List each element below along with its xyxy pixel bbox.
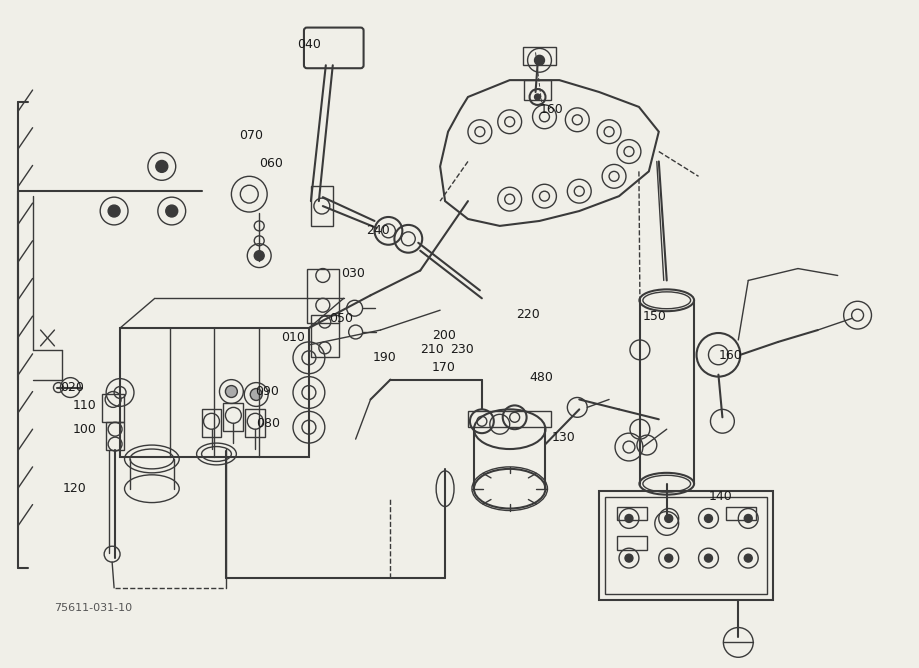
Text: 140: 140	[709, 490, 732, 503]
Circle shape	[250, 389, 262, 400]
Circle shape	[225, 385, 237, 397]
Text: 190: 190	[372, 351, 396, 364]
Text: 030: 030	[341, 267, 365, 280]
Bar	[617, 506, 647, 520]
Bar	[102, 395, 124, 422]
Text: 070: 070	[239, 129, 264, 142]
Text: 160: 160	[539, 104, 563, 116]
Bar	[107, 422, 124, 450]
Text: 230: 230	[450, 343, 474, 356]
Text: 200: 200	[432, 329, 456, 343]
Text: 240: 240	[367, 224, 391, 237]
Bar	[307, 269, 339, 323]
Text: 220: 220	[516, 308, 539, 321]
Circle shape	[165, 205, 177, 217]
Circle shape	[705, 514, 712, 522]
Text: 210: 210	[420, 343, 444, 356]
Text: 480: 480	[529, 371, 553, 384]
Text: 080: 080	[256, 417, 280, 430]
Circle shape	[664, 514, 673, 522]
Bar	[524, 80, 551, 100]
Bar	[120, 328, 309, 457]
Text: 040: 040	[297, 38, 321, 51]
Text: 100: 100	[73, 423, 96, 436]
Text: 75611-031-10: 75611-031-10	[54, 603, 132, 613]
Text: 050: 050	[329, 312, 353, 325]
Bar	[617, 536, 647, 550]
Bar	[311, 315, 339, 357]
Circle shape	[108, 205, 120, 217]
Circle shape	[625, 554, 633, 562]
Text: 060: 060	[259, 157, 283, 170]
Bar	[599, 491, 773, 600]
Circle shape	[705, 554, 712, 562]
Text: 160: 160	[719, 349, 743, 362]
Bar	[223, 403, 244, 431]
Bar	[245, 409, 266, 437]
Text: 020: 020	[61, 381, 85, 394]
Bar	[605, 496, 767, 594]
Circle shape	[535, 94, 540, 100]
Text: 150: 150	[643, 310, 667, 323]
Circle shape	[156, 160, 168, 172]
Bar	[523, 47, 556, 65]
Text: 170: 170	[432, 361, 456, 374]
Circle shape	[744, 554, 753, 562]
Text: 120: 120	[62, 482, 86, 495]
Circle shape	[255, 250, 264, 261]
Text: 110: 110	[73, 399, 96, 412]
Circle shape	[664, 554, 673, 562]
Circle shape	[625, 514, 633, 522]
Bar	[311, 186, 333, 226]
Circle shape	[535, 55, 544, 65]
Bar	[468, 411, 551, 428]
Text: 090: 090	[255, 385, 279, 398]
Text: 130: 130	[551, 431, 575, 444]
Bar	[201, 409, 221, 437]
Circle shape	[744, 514, 753, 522]
Bar	[726, 506, 756, 520]
Text: 010: 010	[281, 331, 305, 345]
